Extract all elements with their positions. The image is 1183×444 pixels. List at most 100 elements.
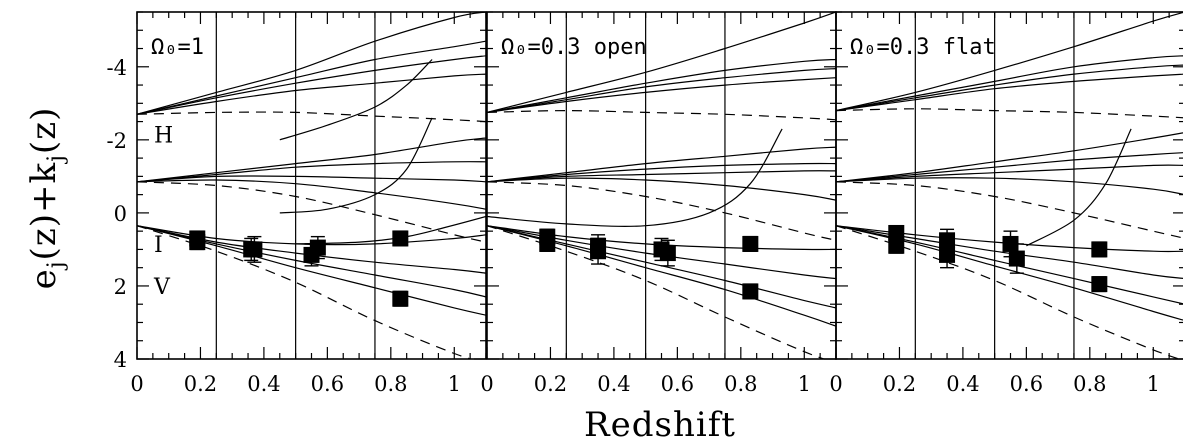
x-tick-label: 0.2 — [883, 372, 916, 396]
data-point-v — [539, 228, 556, 245]
y-tick-label: 4 — [114, 348, 127, 372]
data-marker — [539, 228, 556, 245]
model-curve-h-dashed — [836, 108, 1183, 119]
model-curve-h — [836, 73, 1183, 112]
panels-group: 0 0.2 0.4 0.6 0.8 1 -4 -2 0 2 4 H IV Ω₀=1 0 0.2 0.4 0.6 0.… — [107, 11, 1183, 396]
data-marker — [742, 235, 759, 252]
panel-frame — [835, 11, 1183, 360]
x-tick-label: 1 — [1147, 372, 1160, 396]
plot-area — [487, 12, 836, 359]
data-marker — [888, 224, 905, 241]
data-marker — [742, 283, 759, 300]
data-marker — [1002, 235, 1019, 252]
model-curve-v — [137, 225, 486, 246]
x-tick-label: 0.2 — [534, 372, 567, 396]
model-curve-v — [487, 225, 836, 280]
model-curve-h — [836, 55, 1183, 112]
x-tick-label: 0.8 — [1073, 372, 1106, 396]
model-curve-i-dashed — [836, 181, 1183, 239]
x-tick-label: 0.6 — [311, 372, 344, 396]
model-curve-i — [487, 170, 836, 183]
model-curve-i-dashed — [487, 181, 836, 241]
panel-title: Ω₀=0.3 flat — [850, 35, 996, 60]
data-point-v — [590, 234, 607, 258]
data-point-v — [653, 237, 670, 262]
data-marker — [189, 230, 206, 247]
data-point-i — [742, 235, 759, 252]
x-tick-label: 0.2 — [184, 372, 217, 396]
model-curve-i — [137, 161, 486, 183]
model-curve-i — [487, 177, 836, 201]
model-curve-v — [836, 225, 1183, 279]
x-tick-label: 0 — [130, 372, 143, 396]
data-marker — [939, 232, 956, 249]
model-curve-i — [836, 164, 1183, 183]
panel-frame — [486, 11, 837, 360]
model-curve-i — [137, 175, 486, 183]
y-axis-label: ej(z)+kj(z) — [24, 107, 69, 290]
data-point-i — [1091, 241, 1108, 258]
x-tick-label: 0 — [829, 372, 842, 396]
data-marker — [1091, 276, 1108, 293]
model-curve-v — [836, 225, 1183, 253]
data-marker — [243, 241, 260, 258]
model-curve-h-dashed — [487, 109, 836, 121]
model-curve-h — [137, 73, 486, 115]
model-curve-v — [836, 225, 1183, 305]
data-point-v — [303, 243, 320, 267]
data-marker — [653, 241, 670, 258]
band-label-i: I — [154, 233, 163, 258]
panel-3: 0 0.2 0.4 0.6 0.8 1 Ω₀=0.3 flat — [829, 11, 1183, 396]
data-marker — [303, 246, 320, 263]
x-tick-label: 0.8 — [724, 372, 757, 396]
y-label-subscript-k: j — [44, 154, 69, 165]
y-tick-label: -4 — [107, 56, 127, 80]
model-curve-i — [1026, 128, 1132, 247]
x-tick-label: 0.8 — [374, 372, 407, 396]
band-label-h: H — [154, 123, 173, 148]
y-tick-label: 0 — [114, 202, 127, 226]
model-curve-h — [487, 12, 836, 113]
model-curve-i — [487, 162, 836, 183]
x-tick-label: 1 — [798, 372, 811, 396]
panel-2: 0 0.2 0.4 0.6 0.8 1 Ω₀=0.3 open — [480, 11, 837, 396]
model-curve-h — [487, 58, 836, 113]
data-marker — [392, 290, 409, 307]
data-marker — [1091, 241, 1108, 258]
data-marker — [590, 237, 607, 254]
x-tick-label: 0.6 — [661, 372, 694, 396]
model-curve-i — [137, 179, 486, 210]
data-point-v — [189, 230, 206, 247]
model-curve-i — [836, 132, 1183, 183]
x-axis-label: Redshift — [584, 405, 736, 444]
data-point-v — [939, 228, 956, 252]
model-curve-i — [487, 128, 783, 227]
panel-1: 0 0.2 0.4 0.6 0.8 1 -4 -2 0 2 4 H IV Ω₀=1 — [107, 11, 487, 396]
data-point-v — [742, 283, 759, 300]
model-curve-h — [836, 12, 1183, 112]
x-tick-label: 1 — [448, 372, 461, 396]
data-point-v — [888, 224, 905, 241]
model-curve-h-dashed — [137, 111, 486, 123]
model-curve-h — [137, 55, 486, 115]
panel-title: Ω₀=0.3 open — [501, 35, 647, 60]
data-marker — [1008, 250, 1025, 267]
model-curve-v — [487, 225, 836, 251]
model-curve-h — [836, 64, 1183, 112]
x-tick-label: 0.4 — [597, 372, 630, 396]
data-point-v — [1002, 230, 1019, 258]
y-tick-label: -2 — [107, 129, 127, 153]
model-curve-h — [137, 12, 486, 115]
model-curve-h — [487, 77, 836, 113]
plot-area — [137, 12, 486, 359]
data-marker — [888, 237, 905, 254]
model-curve-i — [487, 146, 836, 183]
data-point-v — [392, 290, 409, 307]
model-curve-i-dashed — [137, 181, 486, 243]
model-curve-i — [836, 177, 1183, 195]
model-curve-h — [487, 68, 836, 113]
x-tick-label: 0.4 — [247, 372, 280, 396]
data-marker — [392, 230, 409, 247]
y-label-subscript-e: j — [44, 260, 69, 271]
